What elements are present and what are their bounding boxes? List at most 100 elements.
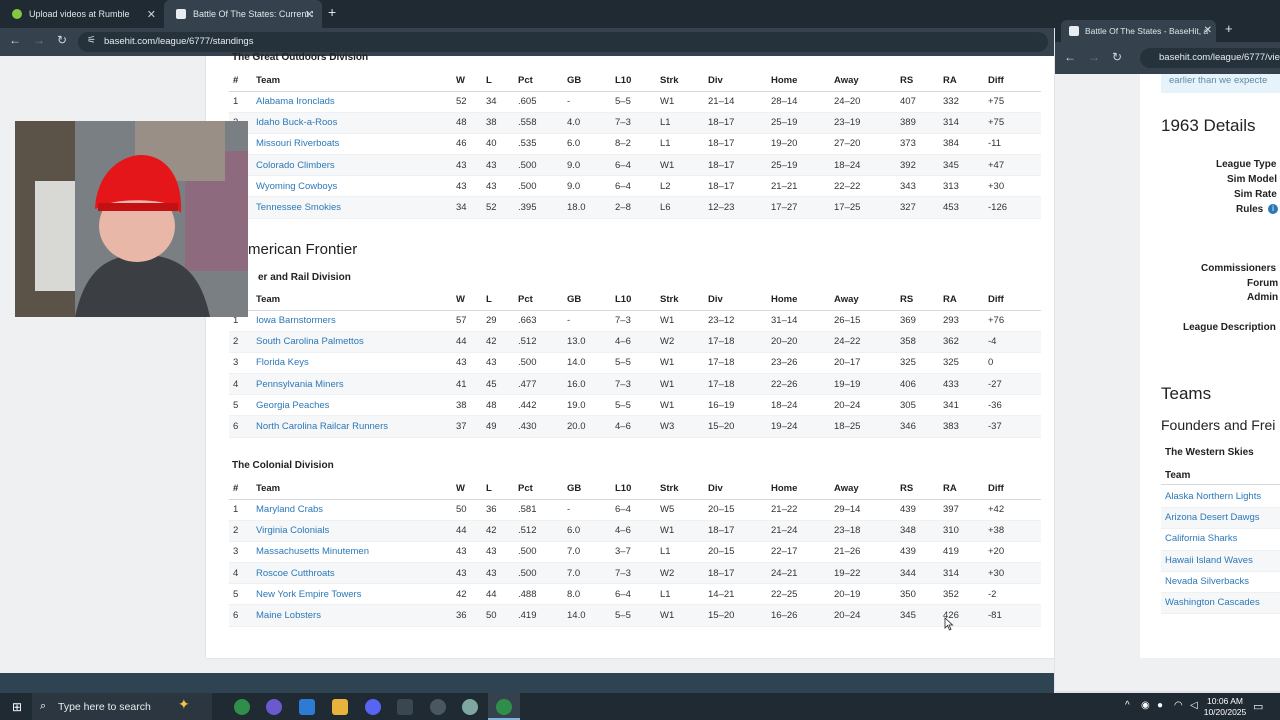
taskbar-search[interactable]: ⌕ Type here to search ✦: [32, 693, 212, 720]
microphone-icon[interactable]: ●: [1157, 700, 1164, 711]
column-header-gb[interactable]: GB: [567, 289, 615, 311]
close-icon[interactable]: ✕: [1203, 25, 1212, 36]
column-header-losses[interactable]: L: [486, 478, 518, 500]
column-header-gb[interactable]: GB: [567, 478, 615, 500]
team-link[interactable]: Virginia Colonials: [256, 520, 456, 542]
team-link[interactable]: Idaho Buck-a-Roos: [256, 112, 456, 134]
column-header-losses[interactable]: L: [486, 289, 518, 311]
close-icon[interactable]: ✕: [146, 8, 156, 21]
column-header-pct[interactable]: Pct: [518, 70, 567, 92]
column-header-wins[interactable]: W: [456, 70, 486, 92]
column-header-streak[interactable]: Strk: [660, 70, 708, 92]
column-header-pct[interactable]: Pct: [518, 289, 567, 311]
discord-icon[interactable]: [365, 699, 381, 715]
team-link[interactable]: Tennessee Smokies: [256, 196, 456, 219]
team-link[interactable]: Maryland Crabs: [256, 499, 456, 521]
close-icon[interactable]: ✕: [304, 8, 314, 21]
reload-icon[interactable]: ↻: [57, 33, 68, 47]
url-field[interactable]: basehit.com/league/6777/vie: [1140, 48, 1280, 68]
notification-icon[interactable]: ▭: [1253, 701, 1264, 713]
clock[interactable]: 10:06 AM 10/20/2025: [1203, 696, 1247, 718]
column-header-run-diff[interactable]: Diff: [988, 289, 1041, 311]
column-header-gb[interactable]: GB: [567, 70, 615, 92]
team-link[interactable]: Pennsylvania Miners: [256, 373, 456, 396]
chrome-icon[interactable]: [234, 699, 250, 715]
team-link[interactable]: Nevada Silverbacks: [1161, 572, 1280, 593]
column-header-team[interactable]: Team: [256, 289, 456, 311]
reload-icon[interactable]: ↻: [1112, 50, 1123, 64]
copilot-icon[interactable]: [266, 699, 282, 715]
column-header-last-ten[interactable]: L10: [615, 70, 660, 92]
forward-icon[interactable]: →: [1088, 50, 1100, 64]
team-link[interactable]: South Carolina Palmettos: [256, 331, 456, 353]
team-link[interactable]: California Sharks: [1161, 529, 1280, 551]
team-link[interactable]: Alaska Northern Lights: [1161, 487, 1280, 509]
network-icon[interactable]: ◠: [1174, 700, 1183, 711]
column-header-pct[interactable]: Pct: [518, 478, 567, 500]
column-header-division-record[interactable]: Div: [708, 70, 771, 92]
team-link[interactable]: Roscoe Cutthroats: [256, 562, 456, 585]
team-link[interactable]: Florida Keys: [256, 352, 456, 375]
column-header-rank[interactable]: #: [229, 478, 256, 500]
column-header-team[interactable]: Team: [256, 70, 456, 92]
team-link[interactable]: New York Empire Towers: [256, 583, 456, 606]
column-header-team[interactable]: Team: [256, 478, 456, 500]
info-icon[interactable]: i: [1268, 204, 1278, 214]
column-header-away-record[interactable]: Away: [834, 478, 900, 500]
column-header-rank[interactable]: #: [229, 70, 256, 92]
column-header-division-record[interactable]: Div: [708, 478, 771, 500]
team-link[interactable]: Massachusetts Minutemen: [256, 541, 456, 564]
column-header-losses[interactable]: L: [486, 70, 518, 92]
column-header-runs-allowed[interactable]: RA: [943, 70, 988, 92]
tray-chevron-icon[interactable]: ^: [1125, 700, 1130, 711]
column-header-wins[interactable]: W: [456, 478, 486, 500]
column-header-last-ten[interactable]: L10: [615, 289, 660, 311]
windows-start-icon[interactable]: ⊞: [12, 700, 23, 714]
team-link[interactable]: Arizona Desert Dawgs: [1161, 508, 1280, 530]
new-tab-button[interactable]: +: [328, 4, 337, 20]
column-header-wins[interactable]: W: [456, 289, 486, 311]
team-link[interactable]: Missouri Riverboats: [256, 133, 456, 156]
team-link[interactable]: Wyoming Cowboys: [256, 175, 456, 198]
column-header-runs-scored[interactable]: RS: [900, 289, 943, 311]
column-header-away-record[interactable]: Away: [834, 70, 900, 92]
column-header-away-record[interactable]: Away: [834, 289, 900, 311]
app-icon[interactable]: [462, 699, 478, 715]
column-header-streak[interactable]: Strk: [660, 289, 708, 311]
team-link[interactable]: Hawaii Island Waves: [1161, 550, 1280, 572]
new-tab-button[interactable]: +: [1225, 21, 1233, 36]
column-header-runs-scored[interactable]: RS: [900, 70, 943, 92]
column-header-runs-allowed[interactable]: RA: [943, 478, 988, 500]
column-header-run-diff[interactable]: Diff: [988, 70, 1041, 92]
calculator-icon[interactable]: [397, 699, 413, 715]
column-header-home-record[interactable]: Home: [771, 289, 834, 311]
column-header-streak[interactable]: Strk: [660, 478, 708, 500]
forward-icon[interactable]: →: [33, 33, 45, 47]
column-header-run-diff[interactable]: Diff: [988, 478, 1041, 500]
column-header-home-record[interactable]: Home: [771, 478, 834, 500]
team-link[interactable]: Washington Cascades: [1161, 592, 1280, 615]
back-icon[interactable]: ←: [1064, 50, 1076, 64]
column-header-last-ten[interactable]: L10: [615, 478, 660, 500]
team-link[interactable]: Georgia Peaches: [256, 394, 456, 417]
team-link[interactable]: Maine Lobsters: [256, 604, 456, 627]
team-link[interactable]: North Carolina Railcar Runners: [256, 415, 456, 438]
column-header-runs-scored[interactable]: RS: [900, 478, 943, 500]
volume-icon[interactable]: ◁: [1190, 700, 1198, 711]
team-link[interactable]: Colorado Climbers: [256, 154, 456, 177]
store-icon[interactable]: [299, 699, 315, 715]
tab-standings[interactable]: Battle Of The States: Current Se ✕: [164, 0, 322, 28]
team-link[interactable]: Alabama Ironclads: [256, 91, 456, 113]
tab-league-view[interactable]: Battle Of The States - BaseHit, a ✕: [1061, 20, 1216, 42]
site-info-icon[interactable]: ⚟: [87, 35, 96, 46]
column-header-home-record[interactable]: Home: [771, 70, 834, 92]
record-icon[interactable]: ◉: [1141, 700, 1150, 711]
chrome-active-button[interactable]: [488, 693, 520, 720]
column-header-runs-allowed[interactable]: RA: [943, 289, 988, 311]
team-link[interactable]: Iowa Barnstormers: [256, 310, 456, 332]
back-icon[interactable]: ←: [9, 33, 21, 47]
column-header-division-record[interactable]: Div: [708, 289, 771, 311]
obs-icon[interactable]: [430, 699, 446, 715]
file-explorer-icon[interactable]: [332, 699, 348, 715]
tab-rumble[interactable]: Upload videos at Rumble ✕: [0, 0, 164, 28]
